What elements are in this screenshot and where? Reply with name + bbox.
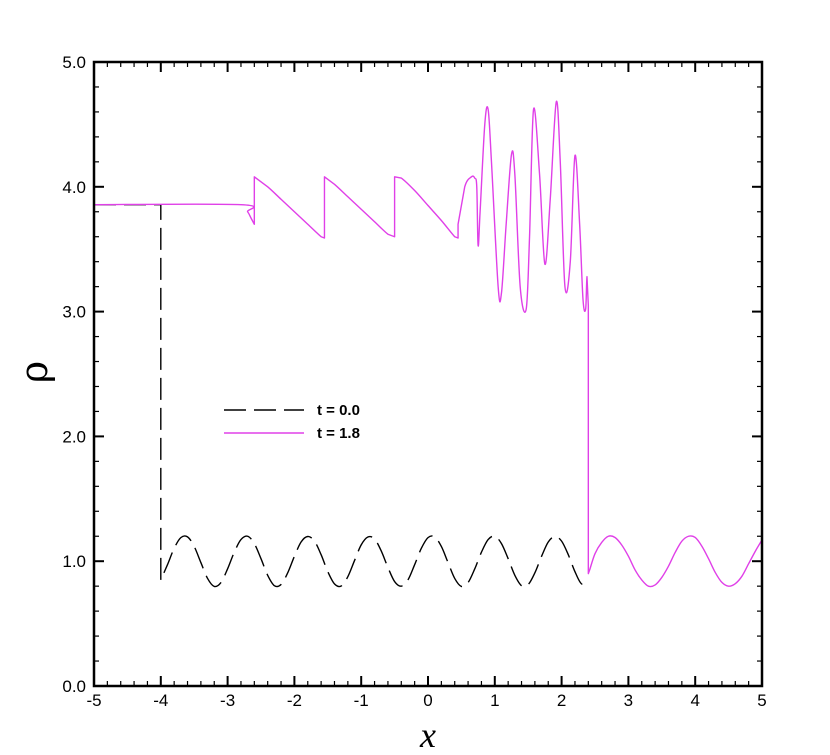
series-line-1: [93, 100, 763, 588]
x-tick-label: 2: [557, 691, 566, 710]
x-tick-label: 3: [624, 691, 633, 710]
x-tick-label: 5: [757, 691, 766, 710]
x-axis-title: x: [419, 715, 436, 755]
y-tick-label: 1.0: [62, 552, 86, 571]
y-tick-label: 2.0: [62, 427, 86, 446]
x-tick-label: 0: [423, 691, 432, 710]
legend: t = 0.0 t = 1.8: [224, 402, 360, 442]
y-tick-label: 3.0: [62, 303, 86, 322]
axis-ticks: [93, 61, 763, 687]
x-tick-label: -3: [220, 691, 235, 710]
x-tick-label: 4: [690, 691, 699, 710]
y-tick-label: 5.0: [62, 53, 86, 72]
x-tick-label: -5: [86, 691, 101, 710]
x-tick-label: -4: [153, 691, 168, 710]
plot-frame: [92, 60, 764, 688]
legend-label-series-0: t = 0.0: [317, 402, 360, 419]
y-tick-label: 4.0: [62, 178, 86, 197]
series-line-0: [94, 203, 589, 588]
y-axis-title: ρ: [12, 361, 56, 383]
x-tick-label: 1: [490, 691, 499, 710]
axis-tick-labels: -5 -4 -3 -2 -1 0 1 2 3 4 5 0.0 1.0 2.0 3.0 4.0 5.0: [62, 53, 766, 710]
y-tick-label: 0.0: [62, 677, 86, 696]
x-tick-label: -2: [287, 691, 302, 710]
x-tick-label: -1: [354, 691, 369, 710]
legend-label-series-1: t = 1.8: [317, 425, 360, 442]
series-layer: [93, 100, 763, 588]
